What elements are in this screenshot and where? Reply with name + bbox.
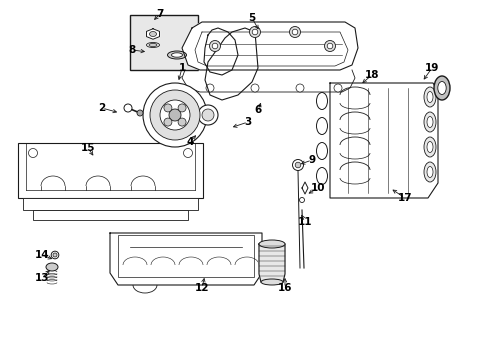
Ellipse shape: [205, 84, 214, 92]
Ellipse shape: [202, 109, 214, 121]
Text: 16: 16: [277, 283, 292, 293]
Ellipse shape: [167, 51, 186, 59]
Ellipse shape: [437, 81, 445, 94]
Ellipse shape: [433, 76, 449, 100]
Ellipse shape: [426, 141, 432, 153]
Polygon shape: [182, 22, 357, 70]
Text: 15: 15: [81, 143, 95, 153]
Text: 13: 13: [35, 273, 49, 283]
Ellipse shape: [250, 84, 259, 92]
Ellipse shape: [292, 159, 303, 171]
Text: 14: 14: [35, 250, 49, 260]
Text: 4: 4: [186, 137, 193, 147]
Text: 10: 10: [310, 183, 325, 193]
Polygon shape: [146, 29, 159, 39]
Text: 2: 2: [98, 103, 105, 113]
Polygon shape: [110, 233, 262, 285]
Ellipse shape: [178, 118, 186, 126]
Ellipse shape: [142, 83, 206, 147]
Ellipse shape: [160, 100, 190, 130]
Ellipse shape: [324, 40, 335, 51]
Bar: [18, 143, 203, 198]
Text: 8: 8: [128, 45, 135, 55]
Ellipse shape: [426, 117, 432, 127]
Ellipse shape: [259, 240, 285, 248]
Ellipse shape: [292, 29, 297, 35]
Ellipse shape: [137, 110, 142, 116]
Bar: [23, 198, 198, 210]
Ellipse shape: [423, 87, 435, 107]
Ellipse shape: [149, 44, 157, 46]
Ellipse shape: [261, 279, 283, 285]
Text: 9: 9: [308, 155, 315, 165]
Ellipse shape: [295, 84, 304, 92]
Ellipse shape: [423, 137, 435, 157]
Text: 1: 1: [178, 63, 185, 73]
Ellipse shape: [53, 253, 57, 257]
Ellipse shape: [423, 162, 435, 182]
Text: 17: 17: [397, 193, 411, 203]
Ellipse shape: [169, 109, 181, 121]
Bar: [33, 210, 187, 220]
Ellipse shape: [124, 104, 132, 112]
Ellipse shape: [426, 166, 432, 177]
Ellipse shape: [198, 105, 218, 125]
Polygon shape: [203, 28, 238, 75]
Ellipse shape: [163, 118, 172, 126]
Text: 6: 6: [254, 105, 261, 115]
Ellipse shape: [171, 53, 182, 57]
Ellipse shape: [252, 29, 257, 35]
Text: 18: 18: [364, 70, 379, 80]
Ellipse shape: [295, 162, 300, 168]
Polygon shape: [259, 244, 285, 282]
Ellipse shape: [212, 43, 217, 49]
Ellipse shape: [178, 104, 186, 112]
Ellipse shape: [163, 104, 172, 112]
Ellipse shape: [426, 91, 432, 103]
Text: 12: 12: [194, 283, 209, 293]
Bar: [118, 235, 253, 277]
Ellipse shape: [289, 27, 300, 37]
Ellipse shape: [423, 112, 435, 132]
Ellipse shape: [249, 27, 260, 37]
Ellipse shape: [149, 31, 156, 36]
Text: 11: 11: [297, 217, 312, 227]
Ellipse shape: [326, 43, 332, 49]
Ellipse shape: [183, 149, 192, 158]
Text: 5: 5: [248, 13, 255, 23]
Ellipse shape: [150, 90, 200, 140]
Ellipse shape: [209, 40, 220, 51]
Ellipse shape: [51, 251, 59, 259]
Polygon shape: [204, 28, 258, 100]
Text: 3: 3: [244, 117, 251, 127]
Ellipse shape: [28, 149, 38, 158]
Ellipse shape: [299, 198, 304, 202]
Ellipse shape: [333, 84, 341, 92]
Ellipse shape: [146, 42, 159, 48]
Bar: [130, 15, 198, 70]
Text: 19: 19: [424, 63, 438, 73]
Text: 7: 7: [156, 9, 163, 19]
Ellipse shape: [46, 263, 58, 271]
Polygon shape: [329, 83, 437, 198]
